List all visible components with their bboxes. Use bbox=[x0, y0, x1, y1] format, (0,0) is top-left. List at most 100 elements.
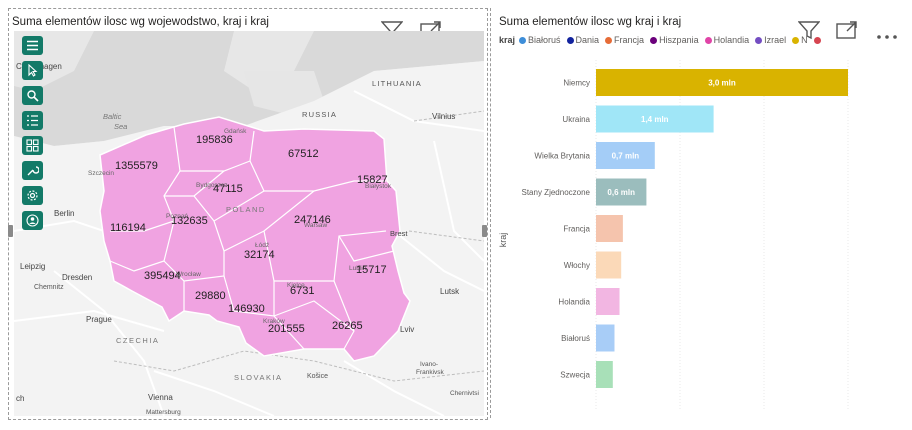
region-value[interactable]: 195836 bbox=[196, 134, 233, 146]
map-label: Kraków bbox=[263, 318, 285, 325]
select-icon[interactable] bbox=[22, 61, 43, 80]
category-label: Holandia bbox=[558, 298, 590, 307]
list-icon[interactable] bbox=[22, 111, 43, 130]
category-label: Ukraina bbox=[562, 115, 590, 124]
map-label: Szczecin bbox=[88, 170, 115, 177]
y-axis-title: kraj bbox=[498, 233, 508, 248]
bar[interactable] bbox=[596, 288, 620, 315]
map-label: Wrocław bbox=[176, 271, 201, 278]
legend-dot bbox=[792, 36, 800, 44]
legend-item[interactable]: Dania bbox=[566, 35, 599, 45]
map-label: Vienna bbox=[148, 393, 173, 402]
bar[interactable] bbox=[596, 105, 714, 133]
map-label: Lutsk bbox=[440, 287, 460, 296]
map-label: Ivano- bbox=[420, 361, 439, 368]
category-label: Szwecja bbox=[560, 371, 590, 380]
map-label: LITHUANIA bbox=[372, 79, 422, 88]
data-label: 0,7 mln bbox=[612, 152, 640, 161]
region-value[interactable]: 395494 bbox=[144, 270, 181, 282]
bar[interactable] bbox=[596, 215, 623, 242]
region-value[interactable]: 132635 bbox=[171, 215, 208, 227]
legend-item[interactable]: Izrael bbox=[755, 35, 786, 45]
more-options-icon[interactable] bbox=[876, 25, 898, 46]
region-value[interactable]: 47115 bbox=[213, 183, 243, 195]
legend-item[interactable]: Holandia bbox=[704, 35, 749, 45]
category-label: Stany Zjednoczone bbox=[522, 188, 591, 197]
bar[interactable] bbox=[596, 69, 848, 96]
map-label: Prague bbox=[86, 315, 112, 324]
resize-handle-mid[interactable] bbox=[482, 225, 487, 237]
legend-item[interactable]: Hiszpania bbox=[650, 35, 699, 45]
map-label: Warsaw bbox=[304, 222, 328, 229]
region-value[interactable]: 146930 bbox=[228, 303, 265, 315]
bar[interactable] bbox=[596, 251, 622, 279]
grid-icon[interactable] bbox=[22, 136, 43, 155]
region-value[interactable]: 32174 bbox=[244, 249, 275, 261]
legend-item[interactable] bbox=[813, 36, 823, 44]
focus-mode-icon[interactable] bbox=[836, 21, 858, 45]
legend-title: kraj bbox=[499, 35, 516, 45]
resize-handle-left[interactable] bbox=[8, 225, 13, 237]
wrench-icon[interactable] bbox=[22, 161, 43, 180]
map-label: Berlin bbox=[54, 209, 75, 218]
region-value[interactable]: 201555 bbox=[268, 323, 305, 335]
bar-title: Suma elementów ilosc wg kraj i kraj bbox=[499, 16, 682, 28]
map-label: Lviv bbox=[400, 325, 415, 334]
region-value[interactable]: 1355579 bbox=[115, 160, 158, 172]
map-label: Gdańsk bbox=[224, 128, 247, 135]
menu-icon[interactable] bbox=[22, 36, 43, 55]
map-label: Białystok bbox=[365, 183, 392, 190]
search-icon[interactable] bbox=[22, 86, 43, 105]
map-label: Mattersburg bbox=[146, 409, 181, 416]
legend-dot bbox=[704, 36, 712, 44]
bar-chart: kraj Niemcy 3,0 mln Ukraina 1,4 mln Wielka Br… bbox=[498, 60, 849, 410]
legend-item[interactable]: N bbox=[792, 35, 808, 45]
region-value[interactable]: 6731 bbox=[290, 285, 315, 297]
map-label: Chemnitz bbox=[34, 284, 64, 291]
region-value[interactable]: 247146 bbox=[294, 214, 331, 226]
bar[interactable] bbox=[596, 178, 647, 206]
data-label: 3,0 mln bbox=[708, 79, 736, 88]
region-value[interactable]: 15717 bbox=[356, 264, 387, 276]
category-label: Niemcy bbox=[563, 79, 590, 88]
region-value[interactable]: 29880 bbox=[195, 290, 226, 302]
legend-item[interactable]: Francja bbox=[605, 35, 644, 45]
legend-dot bbox=[650, 36, 658, 44]
map-label: Łódź bbox=[255, 242, 270, 249]
map-label: Bydgoszcz bbox=[196, 182, 228, 189]
category-label: Wielka Brytania bbox=[534, 152, 590, 161]
map-label: Dresden bbox=[62, 273, 93, 282]
category-label: Francja bbox=[563, 225, 590, 234]
map-label: Sea bbox=[114, 122, 128, 131]
legend-dot bbox=[519, 36, 527, 44]
map-label: Leipzig bbox=[20, 262, 46, 271]
map-canvas[interactable] bbox=[14, 31, 484, 416]
map-label: Baltic bbox=[103, 112, 122, 121]
map-label: CZECHIA bbox=[116, 336, 160, 345]
map-label: Kielce bbox=[287, 282, 305, 289]
map-label: RUSSIA bbox=[302, 110, 338, 119]
region-value[interactable]: 67512 bbox=[288, 148, 319, 160]
user-icon[interactable] bbox=[22, 211, 43, 230]
category-label: Białoruś bbox=[561, 334, 590, 343]
bar[interactable] bbox=[596, 324, 615, 352]
settings-icon[interactable] bbox=[22, 186, 43, 205]
region-value[interactable]: 15827 bbox=[357, 174, 388, 186]
category-label: Włochy bbox=[564, 261, 590, 270]
region-value[interactable]: 26265 bbox=[332, 320, 363, 332]
map-label: Frankivsk bbox=[416, 369, 444, 376]
map-label: SLOVAKIA bbox=[234, 373, 283, 382]
map-label: Košice bbox=[307, 373, 329, 380]
filter-icon[interactable] bbox=[797, 20, 821, 45]
bar[interactable] bbox=[596, 361, 613, 388]
legend-dot bbox=[755, 36, 763, 44]
legend-dot bbox=[605, 36, 613, 44]
bar[interactable] bbox=[596, 142, 655, 169]
legend-item[interactable]: Białoruś bbox=[519, 35, 561, 45]
map-label: Brest bbox=[390, 229, 408, 238]
data-label: 0,6 mln bbox=[607, 188, 635, 197]
data-label: 1,4 mln bbox=[641, 115, 669, 124]
region-value[interactable]: 116194 bbox=[110, 222, 146, 234]
legend-dot bbox=[566, 36, 574, 44]
map-title: Suma elementów ilosc wg wojewodstwo, kra… bbox=[12, 16, 269, 28]
